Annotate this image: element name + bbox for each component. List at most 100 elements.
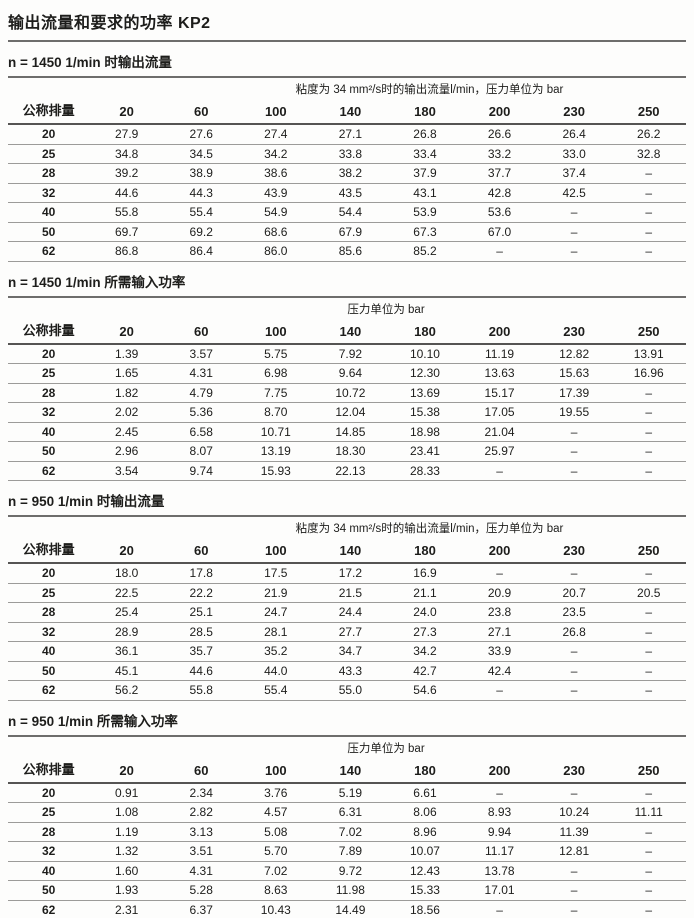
value-cell: 86.4 (163, 241, 239, 262)
value-cell: 20.5 (611, 583, 686, 603)
value-cell: – (536, 661, 612, 681)
value-cell: 67.0 (462, 222, 537, 242)
value-cell: 11.19 (462, 343, 537, 364)
displacement-cell: 62 (8, 241, 90, 262)
value-cell: 26.4 (536, 124, 612, 145)
displacement-cell: 32 (8, 841, 90, 862)
table-row: 20 1.39 3.57 5.75 7.92 10.10 11.19 12.82 13.91 (8, 343, 686, 364)
value-cell: 18.56 (387, 900, 463, 918)
value-cell: – (611, 163, 686, 184)
value-cell: 54.6 (387, 680, 463, 701)
value-cell: – (611, 402, 686, 423)
value-cell: 18.0 (89, 563, 164, 584)
value-cell: – (536, 441, 612, 462)
column-header-displacement: 公称排量 (8, 539, 90, 564)
value-cell: – (611, 183, 686, 203)
table-row: 32 44.6 44.3 43.9 43.5 43.1 42.8 42.5– (8, 183, 686, 203)
table-row: 20 27.9 27.6 27.4 27.1 26.8 26.6 26.4 26.2 (8, 124, 686, 145)
value-cell: 11.17 (462, 841, 537, 862)
value-cell: 1.32 (89, 841, 164, 862)
column-header-pressure: 140 (313, 319, 388, 345)
displacement-cell: 28 (8, 163, 90, 184)
value-cell: – (462, 680, 537, 701)
table-row: 32 1.32 3.51 5.70 7.89 10.07 11.17 12.81– (8, 841, 686, 862)
value-cell: 9.72 (313, 861, 388, 881)
page-title: 输出流量和要求的功率 KP2 (8, 0, 686, 42)
value-cell: 33.0 (536, 144, 612, 164)
value-cell: 8.06 (387, 802, 463, 823)
value-cell: 12.82 (536, 343, 612, 364)
value-cell: 28.33 (387, 461, 463, 481)
column-header-pressure: 230 (536, 758, 612, 784)
value-cell: – (462, 241, 537, 262)
value-cell: 36.1 (89, 641, 164, 662)
displacement-cell: 40 (8, 202, 90, 223)
value-cell: 17.5 (238, 563, 314, 584)
value-cell: – (536, 641, 612, 662)
displacement-cell: 20 (8, 124, 90, 145)
value-cell: 24.4 (313, 602, 388, 623)
value-cell: 56.2 (89, 680, 164, 701)
value-cell: – (536, 782, 612, 803)
value-cell: 35.7 (163, 641, 239, 662)
value-cell: 17.05 (462, 402, 537, 423)
column-header-pressure: 60 (163, 100, 239, 125)
value-cell: 55.8 (89, 202, 164, 223)
value-cell: 13.78 (462, 861, 537, 881)
value-cell: 24.0 (387, 602, 463, 623)
value-cell: – (611, 222, 686, 242)
value-cell: 54.9 (238, 202, 314, 223)
value-cell: 7.89 (313, 841, 388, 862)
header-row: 公称排量 20 60 100 140 180 200 230 250 (8, 758, 686, 784)
value-cell: – (611, 861, 686, 881)
displacement-cell: 25 (8, 583, 90, 603)
column-header-pressure: 200 (462, 539, 537, 564)
value-cell: 12.43 (387, 861, 463, 881)
value-cell: 5.75 (238, 343, 314, 364)
value-cell: – (462, 900, 537, 918)
column-header-displacement: 公称排量 (8, 319, 90, 345)
table-row: 25 1.08 2.82 4.57 6.31 8.06 8.93 10.24 11.11 (8, 802, 686, 823)
value-cell: – (611, 900, 686, 918)
value-cell: – (611, 680, 686, 701)
value-cell: 42.5 (536, 183, 612, 203)
value-cell: 27.1 (462, 622, 537, 642)
value-cell: 2.96 (89, 441, 164, 462)
column-header-displacement: 公称排量 (8, 758, 90, 784)
column-header-pressure: 60 (163, 758, 239, 784)
value-cell: – (611, 841, 686, 862)
value-cell: 28.9 (89, 622, 164, 642)
column-header-pressure: 230 (536, 100, 612, 125)
value-cell: 37.7 (462, 163, 537, 184)
value-cell: 26.8 (387, 124, 463, 145)
table-row: 28 1.19 3.13 5.08 7.02 8.96 9.94 11.39– (8, 822, 686, 842)
value-cell: 10.43 (238, 900, 314, 918)
table-body: 20 0.91 2.34 3.76 5.19 6.61– – –25 1.08 2.82 4.57 6… (8, 782, 686, 918)
column-header-pressure: 140 (313, 758, 388, 784)
value-cell: 44.6 (163, 661, 239, 681)
value-cell: 42.4 (462, 661, 537, 681)
table-row: 50 45.1 44.6 44.0 43.3 42.7 42.4– – (8, 661, 686, 681)
value-cell: 1.39 (89, 343, 164, 364)
value-cell: 2.02 (89, 402, 164, 423)
header-row: 公称排量 20 60 100 140 180 200 230 250 (8, 100, 686, 125)
value-cell: 16.96 (611, 363, 686, 384)
value-cell: 34.8 (89, 144, 164, 164)
column-header-pressure: 180 (387, 758, 463, 784)
value-cell: 69.2 (163, 222, 239, 242)
section-flow-1450: n = 1450 1/min 时输出流量 粘度为 34 mm²/s时的输出流量l… (8, 42, 686, 262)
value-cell: 27.9 (89, 124, 164, 145)
value-cell: 12.04 (313, 402, 388, 423)
value-cell: 10.71 (238, 422, 314, 442)
value-cell: 67.9 (313, 222, 388, 242)
value-cell: – (611, 622, 686, 642)
power-table-950: 公称排量 20 60 100 140 180 200 230 250 20 0.91 2.34 3.7… (8, 758, 686, 918)
value-cell: 3.76 (238, 782, 314, 803)
section-title: n = 1450 1/min 所需输入功率 (8, 262, 686, 298)
displacement-cell: 32 (8, 402, 90, 423)
value-cell: 23.5 (536, 602, 612, 623)
value-cell: 67.3 (387, 222, 463, 242)
displacement-cell: 40 (8, 641, 90, 662)
column-header-pressure: 250 (611, 100, 686, 125)
value-cell: 27.7 (313, 622, 388, 642)
